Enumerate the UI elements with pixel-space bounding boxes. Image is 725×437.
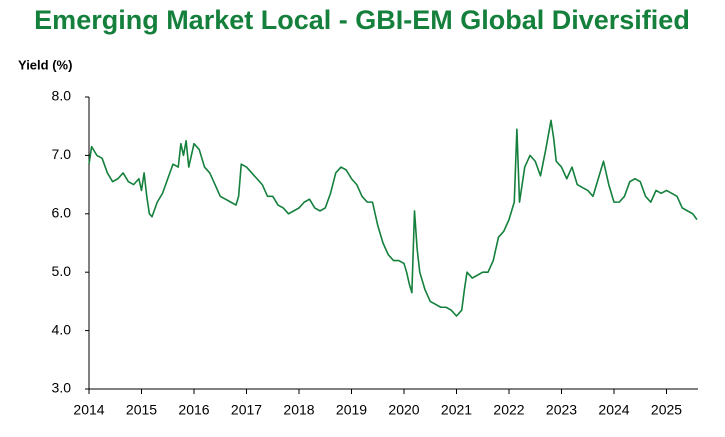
y-tick-label: 5.0 bbox=[52, 263, 72, 279]
x-tick-label: 2018 bbox=[283, 402, 314, 418]
x-tick-label: 2019 bbox=[336, 402, 367, 418]
x-tick-label: 2024 bbox=[598, 402, 629, 418]
x-tick-label: 2023 bbox=[546, 402, 577, 418]
y-tick-label: 3.0 bbox=[52, 380, 72, 396]
y-tick-label: 8.0 bbox=[52, 88, 72, 104]
x-tick-label: 2022 bbox=[493, 402, 524, 418]
x-tick-label: 2014 bbox=[73, 402, 104, 418]
x-tick-label: 2020 bbox=[388, 402, 419, 418]
x-tick-label: 2015 bbox=[126, 402, 157, 418]
y-tick-label: 6.0 bbox=[52, 205, 72, 221]
x-tick-label: 2017 bbox=[231, 402, 262, 418]
y-axis-label: Yield (%) bbox=[18, 57, 72, 72]
y-tick-label: 4.0 bbox=[52, 321, 72, 337]
x-tick-label: 2025 bbox=[651, 402, 682, 418]
y-tick-label: 7.0 bbox=[52, 146, 72, 162]
chart-title: Emerging Market Local - GBI-EM Global Di… bbox=[34, 5, 690, 35]
yield-line bbox=[88, 119, 698, 317]
x-tick-label: 2021 bbox=[441, 402, 472, 418]
x-tick-label: 2016 bbox=[178, 402, 209, 418]
